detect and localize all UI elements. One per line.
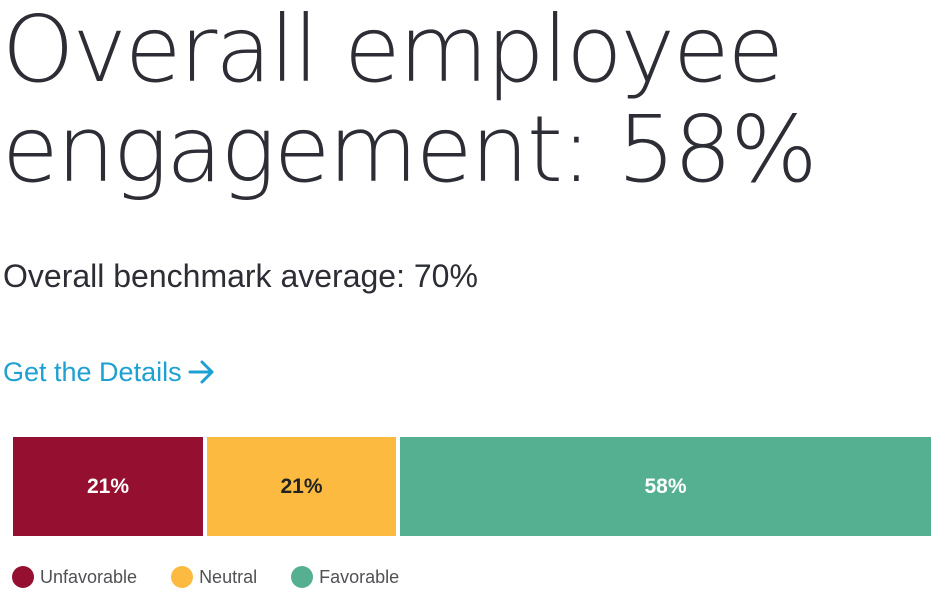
favorable-dot-icon bbox=[291, 566, 314, 588]
segment-value: 21% bbox=[280, 474, 323, 498]
legend-item-neutral: Neutral bbox=[171, 566, 257, 588]
bar-segment-unfavorable[interactable]: 21% bbox=[13, 437, 203, 536]
get-details-link[interactable]: Get the Details bbox=[3, 355, 216, 389]
stacked-bar-chart: 21% 21% 58% bbox=[13, 437, 931, 536]
segment-value: 58% bbox=[644, 474, 687, 498]
page-title: Overall employee engagement: 58% bbox=[2, 0, 818, 203]
unfavorable-dot-icon bbox=[12, 566, 34, 588]
legend-item-favorable: Favorable bbox=[291, 566, 399, 588]
get-details-label: Get the Details bbox=[3, 357, 182, 387]
legend-label: Unfavorable bbox=[40, 566, 138, 587]
legend-label: Favorable bbox=[319, 566, 400, 587]
bar-segment-favorable[interactable]: 58% bbox=[400, 437, 931, 536]
legend-item-unfavorable: Unfavorable bbox=[12, 566, 137, 588]
arrow-right-icon bbox=[188, 359, 216, 385]
bar-segment-neutral[interactable]: 21% bbox=[207, 437, 396, 536]
segment-value: 21% bbox=[86, 474, 130, 498]
benchmark-average: Overall benchmark average: 70% bbox=[3, 258, 478, 294]
legend-label: Neutral bbox=[199, 566, 258, 587]
neutral-dot-icon bbox=[171, 566, 194, 588]
chart-legend: Unfavorable Neutral Favorable bbox=[12, 566, 433, 588]
